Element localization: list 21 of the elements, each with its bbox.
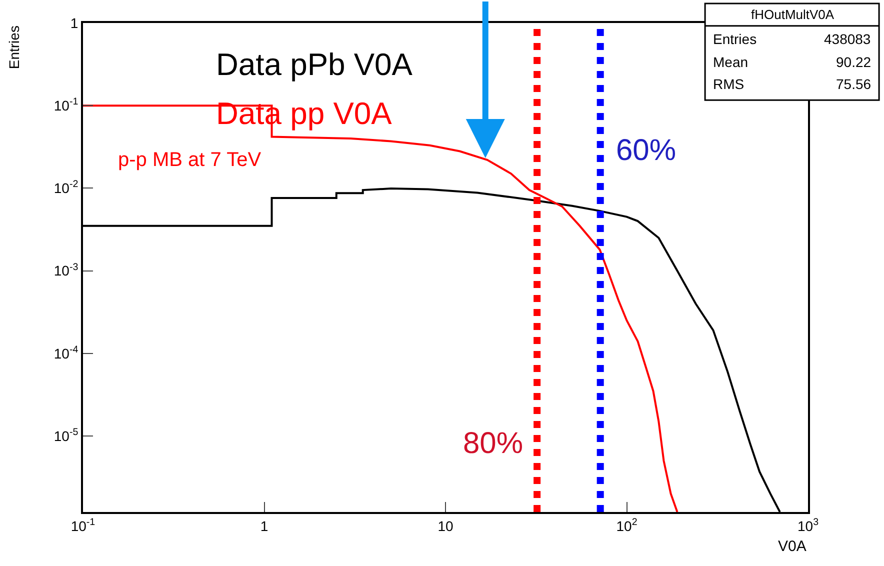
annotation: p-p MB at 7 TeV [118,149,262,171]
y-tick-label: 10$^{-3}$ [54,262,79,279]
text: fHOutMultV0A [751,7,834,22]
x-tick-label: 10$^{-1}$ [70,516,96,534]
text: Mean 90.22 [713,54,872,70]
x-tick-label: 10 [438,518,454,534]
y-tick-label: 1 [70,14,78,31]
x-tick-label: 1 [260,518,268,534]
text: Entries 438083 [713,31,871,47]
x-axis-title: V0A [778,538,806,555]
x-tick-label: 10$^{2}$ [616,516,638,534]
x-tick-label: 10$^{3}$ [797,516,820,534]
y-tick-label: 10$^{-1}$ [54,96,78,114]
annotation: 80% [463,427,524,460]
y-axis-title: Entries [6,26,22,70]
y-tick-label: 10$^{-2}$ [54,179,78,196]
y-tick-label: 10$^{-4}$ [54,344,79,362]
text: Data pPb V0A [216,47,413,82]
annotation: 60% [616,134,676,167]
text: RMS 75.56 [713,76,872,92]
y-tick-label: 10$^{-5}$ [54,426,79,444]
